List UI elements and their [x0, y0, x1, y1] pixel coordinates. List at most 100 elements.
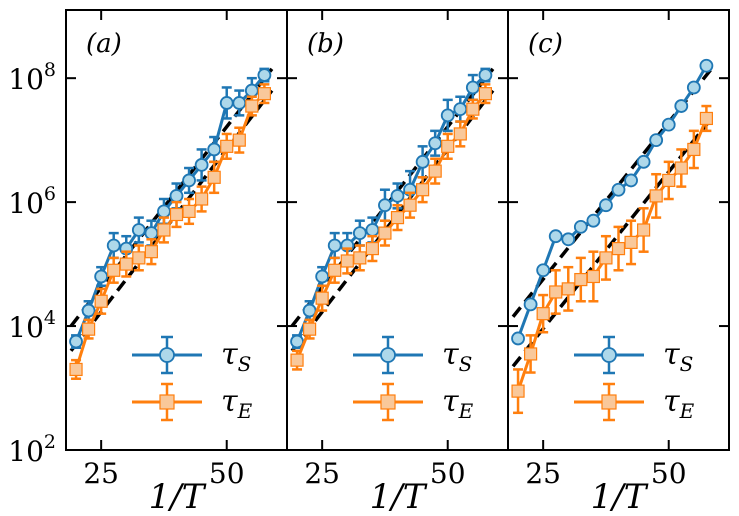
- tau-s-point: [699, 58, 714, 73]
- legend-entry-tau-s: τS: [132, 335, 251, 376]
- panel-label: (a): [86, 29, 122, 59]
- tau-e-point: [466, 102, 480, 116]
- tau-s-point: [611, 182, 626, 197]
- tau-e-point: [674, 161, 688, 175]
- x-tick-label: 50: [430, 457, 466, 490]
- tau-s-point: [169, 189, 184, 203]
- x-axis-label: 1/T: [149, 477, 207, 516]
- legend-entry-tau-e: τE: [132, 382, 253, 423]
- tau-s-point: [352, 226, 367, 240]
- tau-e-point: [107, 263, 121, 277]
- legend-marker: [380, 394, 396, 410]
- legend-label: τE: [221, 384, 253, 423]
- tau-s-point: [674, 99, 689, 113]
- panel-2: 25 501/T (b) τS τE: [286, 9, 509, 516]
- tau-s-point: [182, 173, 196, 188]
- panel-frame: [65, 9, 288, 451]
- tau-e-point: [511, 384, 525, 398]
- tau-s-point: [465, 80, 480, 95]
- tau-s-point: [69, 334, 83, 349]
- tau-s-point: [290, 334, 304, 349]
- tau-s-point: [390, 189, 405, 203]
- tau-e-point: [428, 164, 442, 178]
- tau-s-point: [649, 133, 664, 148]
- tau-e-point: [290, 353, 304, 367]
- legend-entry-tau-s: τS: [353, 335, 472, 376]
- legend-marker: [601, 394, 617, 410]
- tau-e-point: [586, 269, 600, 284]
- legend-label: τS: [442, 337, 472, 376]
- tau-s-point: [599, 198, 613, 213]
- tau-s-point: [106, 238, 121, 253]
- tau-e-point: [365, 241, 379, 256]
- tau-e-point: [353, 251, 367, 265]
- tau-s-point: [453, 102, 468, 117]
- tau-s-point: [661, 117, 676, 132]
- legend-marker: [380, 347, 396, 363]
- legend-entry-tau-e: τE: [574, 382, 695, 423]
- legend-marker: [601, 347, 617, 363]
- tau-e-point: [257, 87, 271, 101]
- panel-1: 25 501/T (a) τS τE: [65, 9, 288, 516]
- tau-e-point: [195, 192, 209, 206]
- y-tick-label: 104: [8, 307, 56, 344]
- tau-e-point: [611, 241, 626, 256]
- tau-s-point: [548, 229, 563, 244]
- tau-e-point: [157, 223, 171, 237]
- tau-s-point: [523, 297, 538, 312]
- tau-e-point: [536, 307, 550, 321]
- x-tick-label: 50: [209, 457, 245, 490]
- tau-e-point: [119, 257, 133, 271]
- tau-e-point: [245, 99, 259, 113]
- tau-e-point: [453, 127, 467, 141]
- tau-e-point: [561, 282, 575, 296]
- tau-s-point: [81, 303, 96, 318]
- tau-e-point: [378, 226, 392, 240]
- tau-s-point: [686, 80, 701, 95]
- tau-e-point: [524, 347, 538, 361]
- y-tick-label: 106: [8, 183, 56, 220]
- tau-e-point: [182, 204, 196, 219]
- tau-s-point: [144, 226, 159, 240]
- legend-marker: [159, 394, 175, 410]
- panel-label: (c): [528, 29, 563, 59]
- tau-e-point: [328, 263, 342, 277]
- tau-e-point: [390, 211, 405, 225]
- legend-marker: [159, 347, 175, 363]
- panel-label: (b): [307, 29, 344, 59]
- x-axis-label: 1/T: [591, 477, 649, 516]
- tau-s-point: [573, 220, 588, 234]
- tau-s-point: [302, 303, 317, 318]
- tau-s-point: [440, 108, 455, 123]
- tau-e-point: [416, 183, 430, 197]
- y-tick-label: 108: [8, 59, 56, 96]
- tau-e-point: [662, 173, 676, 188]
- tau-e-point: [441, 139, 455, 153]
- tau-s-point: [478, 68, 493, 82]
- tau-s-point: [365, 223, 380, 237]
- legend-label: τS: [663, 337, 693, 376]
- tau-s-point: [257, 68, 272, 82]
- legend-label: τE: [442, 384, 474, 423]
- x-axis-label: 1/T: [370, 477, 428, 516]
- tau-s-series-line: [295, 74, 487, 343]
- tau-s-point: [327, 238, 342, 253]
- tau-e-point: [94, 294, 108, 308]
- x-tick-label: 25: [83, 457, 119, 490]
- tau-e-point: [549, 285, 563, 299]
- tau-e-point: [687, 142, 701, 157]
- x-tick-label: 50: [651, 457, 687, 490]
- tau-e-point: [144, 245, 158, 259]
- tau-e-point: [699, 111, 713, 126]
- x-tick-label: 25: [304, 457, 340, 490]
- tau-s-point: [157, 204, 171, 219]
- legend-label: τS: [221, 337, 251, 376]
- tau-e-point: [169, 207, 184, 222]
- tau-e-point: [132, 251, 146, 265]
- tau-s-point: [536, 263, 551, 278]
- tau-s-point: [232, 96, 247, 110]
- tau-s-point: [194, 158, 209, 172]
- tau-s-point: [131, 223, 146, 237]
- tau-e-point: [478, 87, 492, 101]
